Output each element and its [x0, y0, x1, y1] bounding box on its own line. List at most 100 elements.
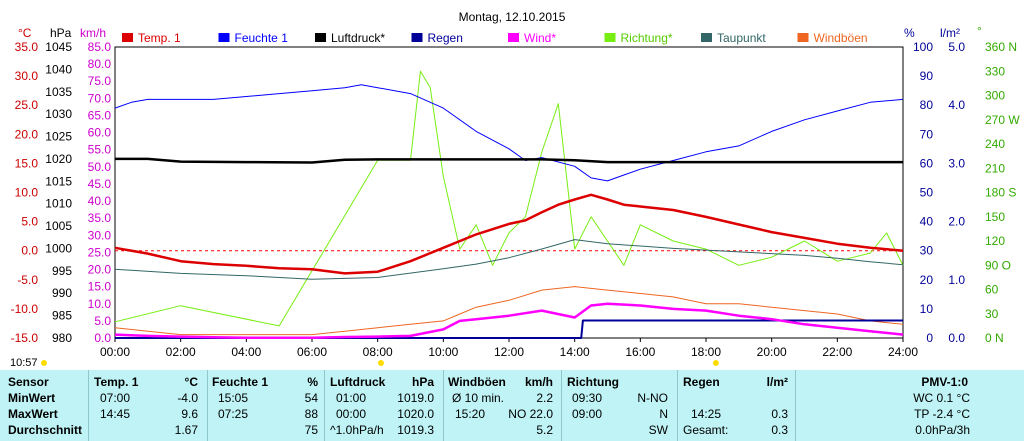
- humidity-time: 15:05: [218, 391, 249, 405]
- gusts-value: 2.2: [536, 391, 553, 405]
- pct-tick-label: 80: [920, 98, 934, 112]
- temp-value: 1.67: [174, 423, 198, 437]
- legend-label: Wind*: [524, 31, 556, 45]
- hpa-tick-label: 1020: [45, 152, 72, 166]
- pressure-time: 01:00: [336, 391, 367, 405]
- unit-kmh-label: km/h: [80, 26, 106, 40]
- kmh-tick-label: 25.0: [88, 245, 112, 259]
- series-line-wind: [114, 302, 904, 339]
- temp-tick-label: -15.0: [11, 331, 39, 345]
- kmh-tick-label: 15.0: [88, 280, 112, 294]
- sun-marker: [712, 360, 719, 366]
- header-rain: Regen: [683, 375, 720, 389]
- kmh-tick-label: 60.0: [88, 126, 112, 140]
- rain-tick-label: 3.0: [948, 156, 965, 170]
- pressure-value: 1019.0: [397, 391, 434, 405]
- series-line-luftdruck: [115, 157, 903, 164]
- row-label: MaxWert: [8, 407, 58, 421]
- rain-time: 14:25: [691, 407, 722, 421]
- hpa-tick-label: 1010: [45, 197, 72, 211]
- header-pressure: Luftdruck: [330, 375, 386, 389]
- column-divider: [561, 370, 562, 441]
- temp-tick-label: 35.0: [15, 40, 39, 54]
- deg-tick-label: 300: [985, 89, 1005, 103]
- direction-value: SW: [648, 423, 668, 437]
- temp-tick-label: 20.0: [15, 127, 39, 141]
- deg-tick-label: 210: [985, 161, 1005, 175]
- time-tick-label: 18:00: [691, 345, 721, 359]
- legend-swatch: [218, 33, 230, 42]
- header-temp-unit: °C: [184, 375, 198, 389]
- humidity-value: 88: [304, 407, 318, 421]
- deg-tick-label: 330: [985, 64, 1005, 78]
- gusts-value: NO 22.0: [508, 407, 553, 421]
- axes: 35.0 30.0 25.0 20.0 15.0 10.0 5.0 0.0 -5.0 -10.0 -…: [11, 40, 1020, 366]
- time-tick-label: 22:00: [822, 345, 852, 359]
- kmh-tick-label: 55.0: [88, 143, 112, 157]
- temp-tick-label: -10.0: [11, 302, 39, 316]
- time-tick-label: 00:00: [100, 345, 130, 359]
- hpa-tick-label: 985: [52, 309, 72, 323]
- gusts-time: Ø 10 min.: [452, 391, 505, 405]
- legend-swatch: [701, 33, 712, 42]
- series-line-richtung: [114, 70, 904, 327]
- column-divider: [443, 370, 444, 441]
- kmh-tick-label: 50.0: [88, 160, 112, 174]
- rain-total-label: Gesamt:: [683, 423, 729, 437]
- kmh-tick-label: 35.0: [88, 211, 112, 225]
- humidity-value: 75: [304, 423, 318, 437]
- temp-tick-label: 10.0: [15, 186, 39, 200]
- header-direction: Richtung: [567, 375, 619, 389]
- pct-tick-label: 40: [920, 215, 934, 229]
- stats-row-min: MinWert 07:00 -4.0 15:05 54 01:00 1019.0…: [0, 390, 1024, 406]
- legend-label: Windböen: [814, 31, 868, 45]
- hpa-tick-label: 1045: [45, 40, 72, 54]
- series-line-taupunkt: [114, 239, 904, 280]
- time-tick-label: 24:00: [888, 345, 918, 359]
- pressure-time: 00:00: [336, 407, 367, 421]
- legend-swatch: [411, 33, 423, 42]
- legend-swatch: [604, 33, 616, 42]
- stats-row-max: MaxWert 14:45 9.6 07:25 88 00:00 1020.0 …: [0, 406, 1024, 422]
- series-line-regen: [115, 319, 903, 339]
- sun-marker: [41, 360, 47, 366]
- column-divider: [677, 370, 678, 441]
- gusts-value: 5.2: [536, 423, 553, 437]
- column-divider: [88, 370, 89, 441]
- time-tick-label: 04:00: [231, 345, 261, 359]
- legend-swatch: [122, 33, 133, 42]
- deg-tick-label: 180 S: [985, 186, 1016, 200]
- temp-tick-label: 30.0: [15, 69, 39, 83]
- weather-chart: Montag, 12.10.2015 °C hPa km/h % l/m² ° …: [11, 10, 1020, 366]
- deg-tick-label: 150: [985, 210, 1005, 224]
- pressure-value: 1020.0: [397, 407, 434, 421]
- pct-tick-label: 30: [920, 244, 934, 258]
- stats-row-average: Durchschnitt 1.67 75 ^1.0hPa/h 1019.3 5.…: [0, 422, 1024, 438]
- deg-tick-label: 30: [985, 307, 999, 321]
- kmh-tick-label: 20.0: [88, 263, 112, 277]
- sun-marker: [377, 360, 384, 366]
- kmh-tick-label: 75.0: [88, 74, 112, 88]
- pressure-trend: ^1.0hPa/h: [330, 423, 384, 437]
- temp-tick-label: 5.0: [21, 215, 38, 229]
- deg-tick-label: 270 W: [985, 113, 1020, 127]
- hpa-tick-label: 1000: [45, 241, 72, 255]
- hpa-tick-label: 1005: [45, 219, 72, 233]
- rain-tick-label: 0.0: [948, 331, 965, 345]
- kmh-tick-label: 40.0: [88, 194, 112, 208]
- statistics-table: Sensor Temp. 1 °C Feuchte 1 % Luftdruck …: [0, 370, 1024, 441]
- header-gusts-unit: km/h: [524, 375, 553, 389]
- kmh-tick-label: 10.0: [88, 297, 112, 311]
- legend-label: Feuchte 1: [235, 31, 289, 45]
- deg-tick-label: 0 N: [985, 331, 1004, 345]
- temp-value: 9.6: [181, 407, 198, 421]
- pct-tick-label: 60: [920, 156, 934, 170]
- unit-rain-label: l/m²: [940, 26, 960, 40]
- legend-swatch: [315, 33, 326, 42]
- deg-tick-label: 360 N: [985, 40, 1017, 54]
- hpa-tick-label: 1015: [45, 174, 72, 188]
- pmv-value: 0.0hPa/3h: [915, 423, 970, 437]
- pct-tick-label: 90: [920, 69, 934, 83]
- series-line-temp-1: [114, 193, 904, 275]
- direction-value: N-NO: [637, 391, 668, 405]
